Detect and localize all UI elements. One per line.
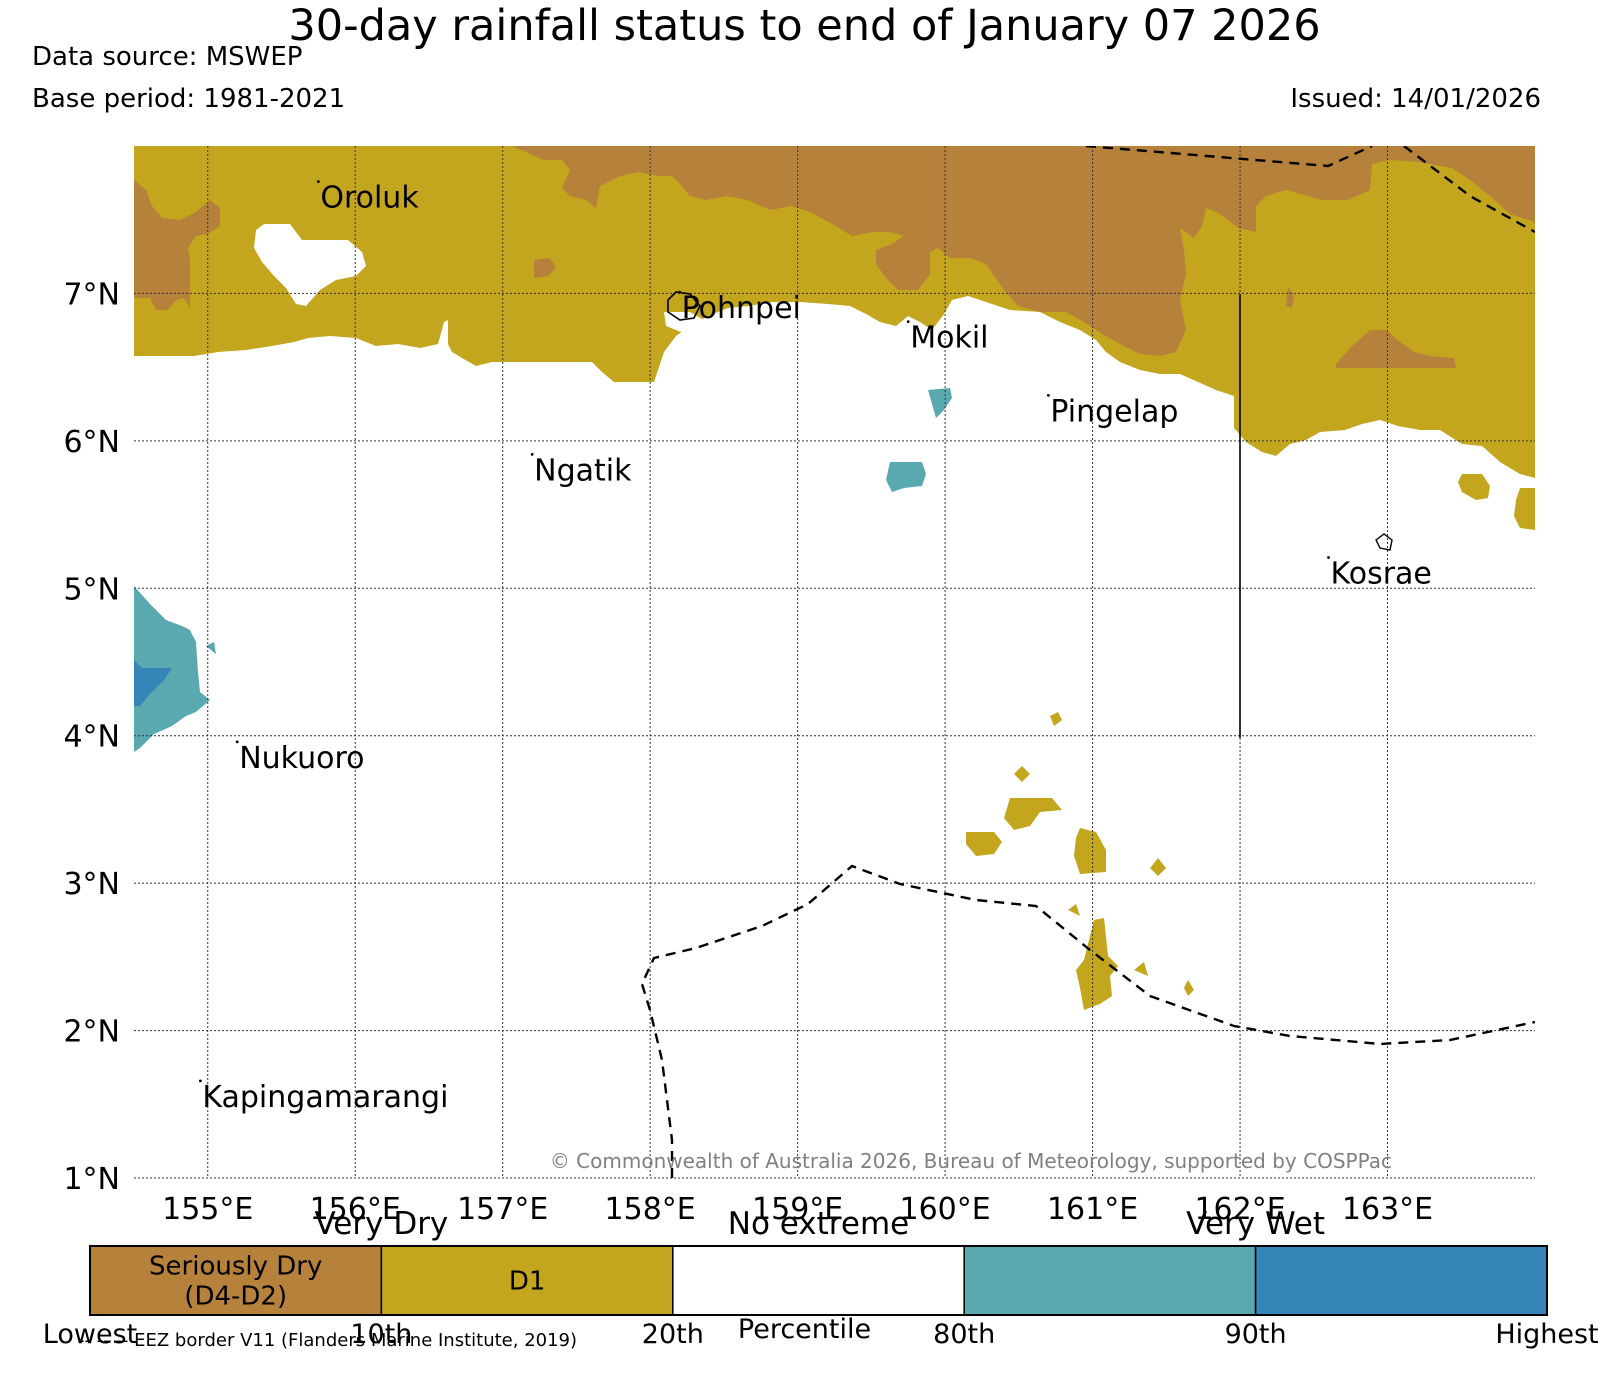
lon-tick-label: 158°E	[605, 1192, 696, 1227]
seriously-dry-west	[134, 180, 220, 310]
d1-se-5	[1074, 828, 1106, 874]
d1-patch-east-2	[1514, 488, 1535, 530]
place-label-nukuoro: Nukuoro	[239, 741, 364, 776]
colorbar-group-label: No extreme	[728, 1206, 909, 1242]
seriously-dry-small-patch	[534, 258, 556, 278]
colorbar-tick-labels: Lowest 10th 20th 80th 90th Highest	[43, 1319, 1599, 1350]
d1-se-3	[1004, 798, 1062, 830]
d1-se-6	[1150, 858, 1166, 876]
eez-border-south	[640, 864, 1535, 1178]
d1-patch-east-1	[1458, 474, 1490, 500]
colorbar-tick-label: Highest	[1495, 1319, 1598, 1350]
lat-tick-label: 3°N	[63, 867, 120, 902]
d1-se-7	[1068, 904, 1080, 916]
map-gridlines	[134, 146, 1535, 1179]
colorbar-segment	[380, 1245, 674, 1316]
colorbar-group-label: Very Dry	[315, 1206, 449, 1242]
d1-se-9	[1134, 962, 1148, 976]
place-labels: Oroluk Pohnpei Mokil Pingelap Ngatik Kosrae Nu…	[198, 180, 1432, 1115]
colorbar-tick-label: Lowest	[43, 1319, 137, 1350]
d1-se-8	[1076, 918, 1118, 1010]
colorbar-segments: Seriously Dry(D4-D2) D1	[89, 1245, 1548, 1316]
lat-tick-label: 7°N	[63, 277, 120, 312]
colorbar-segment	[1254, 1245, 1548, 1316]
lon-tick-label: 156°E	[310, 1192, 401, 1227]
place-label-kapingamarangi: Kapingamarangi	[202, 1080, 448, 1115]
d1-se-4	[966, 832, 1002, 856]
place-marker	[906, 320, 910, 324]
place-marker	[316, 180, 320, 184]
lat-tick-label: 5°N	[63, 572, 120, 607]
place-marker	[530, 452, 534, 456]
colorbar-segment-label: (D4-D2)	[184, 1282, 287, 1312]
d1-se-1	[1050, 712, 1062, 726]
colorbar-border	[89, 1245, 1548, 1316]
colorbar-tick-label: 90th	[1225, 1319, 1287, 1350]
place-label-ngatik: Ngatik	[534, 453, 632, 488]
lat-tick-label: 4°N	[63, 720, 120, 755]
issued-date-label: Issued: 14/01/2026	[1290, 84, 1541, 114]
colorbar-group-label: Very Wet	[1186, 1206, 1325, 1242]
seriously-dry-dot	[1286, 286, 1294, 308]
eez-borders	[640, 146, 1535, 1178]
colorbar-segment-label: D1	[509, 1267, 546, 1297]
base-period-label: Base period: 1981-2021	[32, 84, 346, 114]
very-wet-small-west	[206, 642, 216, 654]
colorbar-segment-label: Seriously Dry	[149, 1252, 322, 1282]
colorbar-tick-label: 80th	[933, 1319, 995, 1350]
copyright-notice: © Commonwealth of Australia 2026, Bureau…	[550, 1149, 1392, 1173]
colorbar-xlabel: Percentile	[737, 1314, 872, 1345]
very-wet-center	[886, 462, 926, 492]
eez-border-north	[1085, 146, 1373, 168]
place-marker	[198, 1079, 202, 1083]
colorbar-tick-label: 20th	[642, 1319, 704, 1350]
colorbar-segment	[672, 1245, 965, 1316]
lat-tick-label: 1°N	[63, 1162, 120, 1197]
lat-tick-label: 2°N	[63, 1015, 120, 1050]
latitude-tick-labels: 1°N 2°N 3°N 4°N 5°N 6°N 7°N	[63, 277, 120, 1197]
d1-se-10	[1184, 980, 1194, 996]
place-label-oroluk: Oroluk	[320, 181, 419, 216]
map-title: 30-day rainfall status to end of January…	[288, 1, 1321, 51]
place-label-kosrae: Kosrae	[1331, 557, 1432, 592]
lon-tick-label: 155°E	[162, 1192, 253, 1227]
kosrae-outline	[1375, 533, 1393, 551]
data-source-label: Data source: MSWEP	[32, 42, 303, 72]
place-marker	[1327, 556, 1330, 559]
lat-tick-label: 6°N	[63, 425, 120, 460]
colorbar-tick-label: 10th	[350, 1319, 412, 1350]
lon-tick-label: 162°E	[1194, 1192, 1285, 1227]
place-label-pohnpei: Pohnpei	[682, 291, 801, 326]
d1-se-2	[1014, 766, 1030, 782]
lon-tick-label: 157°E	[457, 1192, 548, 1227]
very-wet-west	[134, 586, 210, 752]
eez-border-note: -- -- -- EEZ border V11 (Flanders Marine…	[78, 1330, 578, 1351]
colorbar-segment	[963, 1245, 1257, 1316]
seriously-dry-north	[512, 146, 1535, 356]
very-wet-mokil	[928, 388, 952, 418]
place-marker	[678, 290, 682, 294]
highest-west	[134, 660, 172, 706]
seriously-dry-east-patch	[1336, 330, 1456, 368]
lon-tick-label: 163°E	[1342, 1192, 1433, 1227]
lon-tick-label: 160°E	[899, 1192, 990, 1227]
place-marker	[1046, 393, 1050, 397]
lon-tick-label: 159°E	[752, 1192, 843, 1227]
place-label-mokil: Mokil	[910, 321, 988, 356]
no-extreme-hole-west	[254, 224, 366, 306]
place-label-pingelap: Pingelap	[1050, 394, 1178, 429]
lon-tick-label: 161°E	[1047, 1192, 1138, 1227]
place-marker	[235, 740, 239, 744]
longitude-tick-labels: 155°E 156°E 157°E 158°E 159°E 160°E 161°E 162°E…	[162, 1192, 1433, 1227]
colorbar-group-labels: Very Dry No extreme Very Wet	[315, 1206, 1326, 1242]
